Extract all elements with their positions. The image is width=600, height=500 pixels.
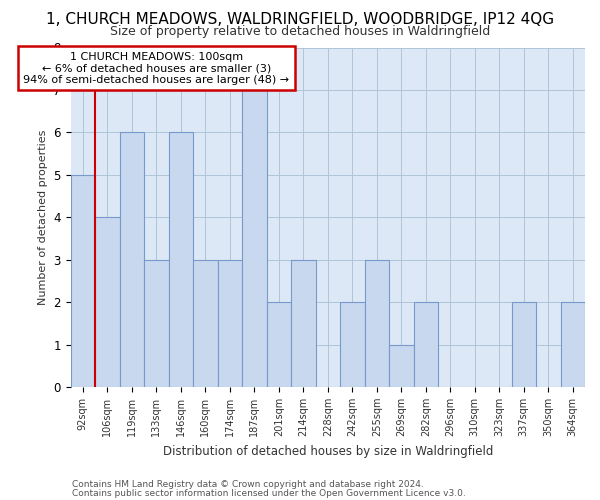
- Bar: [413, 302, 438, 387]
- Bar: [389, 344, 413, 387]
- Text: Size of property relative to detached houses in Waldringfield: Size of property relative to detached ho…: [110, 25, 490, 38]
- Bar: [560, 302, 585, 387]
- Bar: [95, 217, 119, 387]
- Bar: [340, 302, 365, 387]
- Y-axis label: Number of detached properties: Number of detached properties: [38, 130, 48, 305]
- Bar: [291, 260, 316, 387]
- Bar: [266, 302, 291, 387]
- Bar: [71, 175, 95, 387]
- X-axis label: Distribution of detached houses by size in Waldringfield: Distribution of detached houses by size …: [163, 444, 493, 458]
- Text: 1 CHURCH MEADOWS: 100sqm
← 6% of detached houses are smaller (3)
94% of semi-det: 1 CHURCH MEADOWS: 100sqm ← 6% of detache…: [23, 52, 289, 85]
- Bar: [512, 302, 536, 387]
- Text: Contains public sector information licensed under the Open Government Licence v3: Contains public sector information licen…: [72, 488, 466, 498]
- Bar: [119, 132, 144, 387]
- Text: Contains HM Land Registry data © Crown copyright and database right 2024.: Contains HM Land Registry data © Crown c…: [72, 480, 424, 489]
- Text: 1, CHURCH MEADOWS, WALDRINGFIELD, WOODBRIDGE, IP12 4QG: 1, CHURCH MEADOWS, WALDRINGFIELD, WOODBR…: [46, 12, 554, 28]
- Bar: [218, 260, 242, 387]
- Bar: [144, 260, 169, 387]
- Bar: [193, 260, 218, 387]
- Bar: [365, 260, 389, 387]
- Bar: [242, 90, 266, 387]
- Bar: [169, 132, 193, 387]
